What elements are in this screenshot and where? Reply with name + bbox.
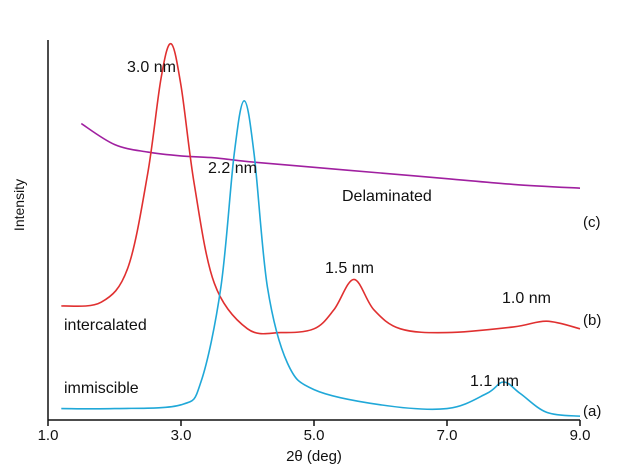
y-axis-label: Intensity bbox=[11, 179, 27, 231]
x-tick-label-7: 7.0 bbox=[437, 427, 458, 444]
curves-group bbox=[61, 43, 581, 417]
x-ticks bbox=[47, 420, 581, 426]
annotation-1-5nm: 1.5 nm bbox=[325, 260, 374, 277]
x-axis-label: 2θ (deg) bbox=[286, 448, 342, 465]
x-tick-label-3: 3.0 bbox=[171, 427, 192, 444]
series-label-b: (b) bbox=[583, 312, 601, 329]
x-tick-label-5: 5.0 bbox=[304, 427, 325, 444]
annotation-intercalated: intercalated bbox=[64, 317, 147, 334]
x-tick-label-9: 9.0 bbox=[570, 427, 591, 444]
annotation-immiscible: immiscible bbox=[64, 380, 139, 397]
annotation-1-1nm: 1.1 nm bbox=[470, 373, 519, 390]
series-label-c: (c) bbox=[583, 214, 601, 231]
series-line-c bbox=[80, 122, 581, 189]
series-line-b bbox=[61, 43, 581, 335]
x-tick-label-1: 1.0 bbox=[38, 427, 59, 444]
annotation-1-0nm: 1.0 nm bbox=[502, 290, 551, 307]
series-label-a: (a) bbox=[583, 403, 601, 420]
series-line-a bbox=[61, 99, 581, 417]
annotation-3-0nm: 3.0 nm bbox=[127, 59, 176, 76]
annotation-2-2nm: 2.2 nm bbox=[208, 160, 257, 177]
annotation-delaminated: Delaminated bbox=[342, 188, 432, 205]
